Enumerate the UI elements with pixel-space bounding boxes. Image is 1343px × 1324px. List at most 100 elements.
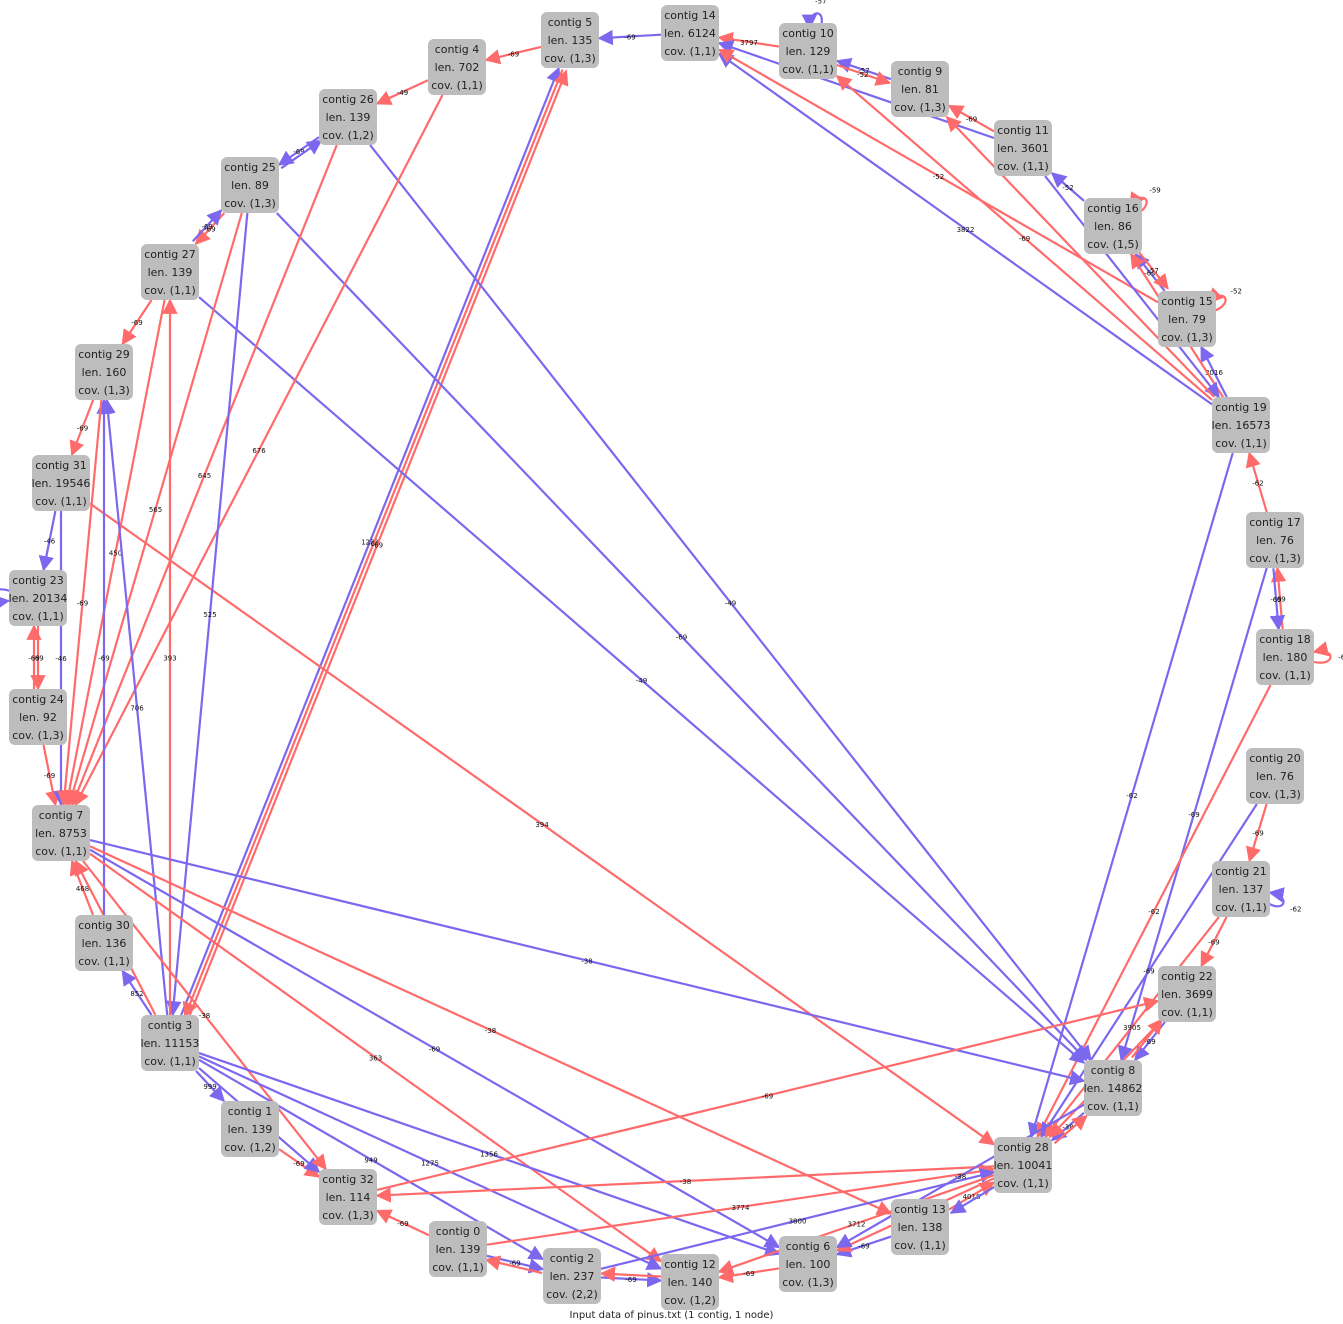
node-box <box>9 689 67 745</box>
node-length: len. 136 <box>82 937 127 950</box>
edge-c16-c11 <box>1050 172 1085 202</box>
node-title: contig 28 <box>997 1141 1049 1154</box>
contig-node-7[interactable]: contig 7 len. 8753 cov. (1,1) <box>32 805 90 861</box>
contig-node-12[interactable]: contig 12 len. 140 cov. (1,2) <box>661 1254 719 1310</box>
contig-node-10[interactable]: contig 10 len. 129 cov. (1,1) <box>779 23 837 79</box>
node-box <box>541 12 599 68</box>
node-length: len. 100 <box>786 1258 831 1271</box>
contig-node-30[interactable]: contig 30 len. 136 cov. (1,1) <box>75 915 133 971</box>
edge-c3-c5 <box>180 66 561 1016</box>
node-coverage: cov. (1,1) <box>78 955 130 968</box>
node-coverage: cov. (1,1) <box>664 45 716 58</box>
edge-label: -38 <box>485 1027 496 1035</box>
edge-label: -52 <box>1062 184 1073 192</box>
contig-node-25[interactable]: contig 25 len. 89 cov. (1,3) <box>221 157 279 213</box>
edge-label: 706 <box>130 705 144 713</box>
contig-node-23[interactable]: contig 23 len. 20134 cov. (1,1) <box>9 570 68 626</box>
node-title: contig 23 <box>12 574 64 587</box>
contig-node-8[interactable]: contig 8 len. 14862 cov. (1,1) <box>1084 1060 1143 1116</box>
contig-node-28[interactable]: contig 28 len. 10041 cov. (1,1) <box>994 1137 1053 1193</box>
node-box <box>779 23 837 79</box>
edge-label: -69 <box>131 319 142 327</box>
node-box <box>428 39 486 95</box>
edge-label: -46 <box>55 655 67 663</box>
node-length: len. 139 <box>326 111 371 124</box>
node-title: contig 5 <box>548 16 593 29</box>
edge-label: 949 <box>364 1157 377 1165</box>
contig-node-29[interactable]: contig 29 len. 160 cov. (1,3) <box>75 344 133 400</box>
node-box <box>1158 966 1216 1022</box>
edge-c8-c6 <box>835 1103 1085 1249</box>
contig-node-3[interactable]: contig 3 len. 11153 cov. (1,1) <box>141 1015 200 1071</box>
contig-node-24[interactable]: contig 24 len. 92 cov. (1,3) <box>9 689 67 745</box>
contig-node-11[interactable]: contig 11 len. 3601 cov. (1,1) <box>994 120 1052 176</box>
contig-node-22[interactable]: contig 22 len. 3699 cov. (1,1) <box>1158 966 1216 1022</box>
self-loop-c18 <box>1312 641 1332 664</box>
contig-node-2[interactable]: contig 2 len. 237 cov. (2,2) <box>543 1248 601 1304</box>
contig-node-27[interactable]: contig 27 len. 139 cov. (1,1) <box>141 244 199 300</box>
contig-node-6[interactable]: contig 6 len. 100 cov. (1,3) <box>779 1236 837 1292</box>
node-box <box>319 1169 377 1225</box>
edge-label: 3800 <box>789 1218 807 1226</box>
node-title: contig 29 <box>78 348 130 361</box>
edge-label: 3712 <box>848 1221 866 1229</box>
node-length: len. 76 <box>1256 534 1294 547</box>
node-box <box>75 915 133 971</box>
edge-c28-c13 <box>949 1184 997 1214</box>
contig-node-15[interactable]: contig 15 len. 79 cov. (1,3) <box>1158 291 1216 347</box>
node-title: contig 3 <box>148 1019 193 1032</box>
edge-label: -57 <box>1147 267 1158 275</box>
contig-node-19[interactable]: contig 19 len. 16573 cov. (1,1) <box>1212 397 1271 453</box>
node-coverage: cov. (1,1) <box>144 1055 196 1068</box>
node-length: len. 10041 <box>994 1159 1053 1172</box>
edge-c17-c18 <box>1269 568 1286 631</box>
node-box <box>1084 1060 1142 1116</box>
contig-node-31[interactable]: contig 31 len. 19546 cov. (1,1) <box>32 455 91 511</box>
edge-c29-c7 <box>57 399 103 807</box>
edge-label: 676 <box>252 447 266 455</box>
node-coverage: cov. (1,1) <box>894 1239 946 1252</box>
node-length: len. 180 <box>1263 651 1308 664</box>
edge-c4-c7 <box>74 94 444 807</box>
edge-label: -69 <box>676 634 687 642</box>
edge-label: -69 <box>1270 596 1281 604</box>
node-length: len. 3601 <box>997 142 1049 155</box>
node-coverage: cov. (1,1) <box>35 845 87 858</box>
edge-label: -69 <box>858 1243 869 1251</box>
contig-node-9[interactable]: contig 9 len. 81 cov. (1,3) <box>891 61 949 117</box>
edge-label: -69 <box>77 600 88 608</box>
contig-node-26[interactable]: contig 26 len. 139 cov. (1,2) <box>319 89 377 145</box>
contig-node-4[interactable]: contig 4 len. 702 cov. (1,1) <box>428 39 486 95</box>
node-length: len. 14862 <box>1084 1082 1143 1095</box>
node-coverage: cov. (1,1) <box>144 284 196 297</box>
node-title: contig 20 <box>1249 752 1301 765</box>
node-box <box>75 344 133 400</box>
contig-node-20[interactable]: contig 20 len. 76 cov. (1,3) <box>1246 748 1304 804</box>
contig-node-1[interactable]: contig 1 len. 139 cov. (1,2) <box>221 1101 279 1157</box>
contig-node-16[interactable]: contig 16 len. 86 cov. (1,5) <box>1084 198 1142 254</box>
edge-label: -69 <box>1188 811 1199 819</box>
node-coverage: cov. (1,3) <box>1249 788 1301 801</box>
contig-node-21[interactable]: contig 21 len. 137 cov. (1,1) <box>1212 861 1270 917</box>
contig-node-17[interactable]: contig 17 len. 76 cov. (1,3) <box>1246 512 1304 568</box>
contig-node-14[interactable]: contig 14 len. 6124 cov. (1,1) <box>661 5 719 61</box>
contig-node-18[interactable]: contig 18 len. 180 cov. (1,1) <box>1256 629 1314 685</box>
node-length: len. 3699 <box>1161 988 1213 1001</box>
edge-c4-c26 <box>375 79 429 105</box>
nodes-layer: contig 0 len. 139 cov. (1,1) contig 1 len. 1… <box>9 5 1314 1310</box>
edge-c3-c5 <box>187 69 569 1019</box>
node-title: contig 27 <box>144 248 196 261</box>
contig-node-5[interactable]: contig 5 len. 135 cov. (1,3) <box>541 12 599 68</box>
contig-node-0[interactable]: contig 0 len. 139 cov. (1,1) <box>429 1221 487 1277</box>
edge-c0-c28 <box>486 1163 996 1246</box>
edge-label: 1275 <box>421 1160 439 1168</box>
node-length: len. 86 <box>1094 220 1132 233</box>
contig-node-32[interactable]: contig 32 len. 114 cov. (1,3) <box>319 1169 377 1225</box>
edge-label: -38 <box>1062 1124 1073 1132</box>
node-coverage: cov. (1,1) <box>35 495 87 508</box>
contig-node-13[interactable]: contig 13 len. 138 cov. (1,1) <box>891 1199 949 1255</box>
edge-c10-c9 <box>835 63 892 86</box>
node-length: len. 138 <box>898 1221 943 1234</box>
node-box <box>891 61 949 117</box>
node-length: len. 20134 <box>9 592 68 605</box>
